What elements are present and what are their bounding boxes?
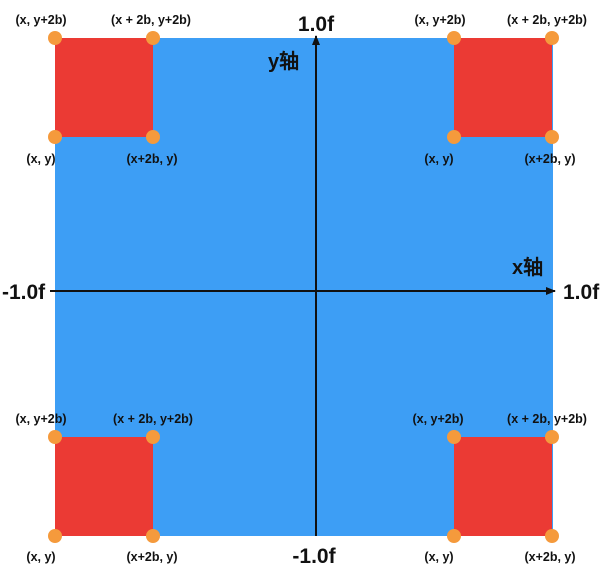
corner-point — [545, 31, 559, 45]
corner-point — [48, 130, 62, 144]
corner-label-bottom-right: (x+2b, y) — [524, 550, 575, 564]
corner-point — [545, 430, 559, 444]
y-axis-max-label: 1.0f — [298, 13, 335, 36]
corner-label-bottom-left: (x, y) — [424, 550, 453, 564]
y-axis-label: y轴 — [268, 49, 299, 73]
corner-point — [447, 31, 461, 45]
x-axis-min-label: -1.0f — [2, 281, 46, 304]
corner-label-bottom-right: (x+2b, y) — [126, 550, 177, 564]
corner-point — [447, 430, 461, 444]
corner-point — [146, 430, 160, 444]
corner-point — [146, 529, 160, 543]
x-axis-max-label: 1.0f — [563, 281, 600, 304]
corner-label-bottom-left: (x, y) — [424, 152, 453, 166]
corner-label-top-right: (x + 2b, y+2b) — [507, 13, 587, 27]
corner-label-top-left: (x, y+2b) — [412, 412, 463, 426]
corner-label-top-left: (x, y+2b) — [15, 412, 66, 426]
square-bottom-right — [454, 437, 552, 536]
corner-label-top-right: (x + 2b, y+2b) — [113, 412, 193, 426]
corner-label-top-right: (x + 2b, y+2b) — [111, 13, 191, 27]
square-top-left — [55, 38, 153, 137]
corner-point — [48, 31, 62, 45]
corner-label-top-left: (x, y+2b) — [15, 13, 66, 27]
corner-point — [48, 430, 62, 444]
corner-point — [447, 529, 461, 543]
corner-point — [447, 130, 461, 144]
corner-point — [146, 130, 160, 144]
corner-point — [146, 31, 160, 45]
corner-label-bottom-right: (x+2b, y) — [524, 152, 575, 166]
corner-label-bottom-right: (x+2b, y) — [126, 152, 177, 166]
corner-point — [545, 130, 559, 144]
square-bottom-left — [55, 437, 153, 536]
x-axis-label: x轴 — [512, 255, 543, 279]
corner-label-bottom-left: (x, y) — [26, 152, 55, 166]
y-axis-min-label: -1.0f — [292, 545, 336, 568]
corner-label-top-right: (x + 2b, y+2b) — [507, 412, 587, 426]
corner-point — [545, 529, 559, 543]
corner-point — [48, 529, 62, 543]
square-top-right — [454, 38, 552, 137]
corner-label-bottom-left: (x, y) — [26, 550, 55, 564]
corner-label-top-left: (x, y+2b) — [414, 13, 465, 27]
